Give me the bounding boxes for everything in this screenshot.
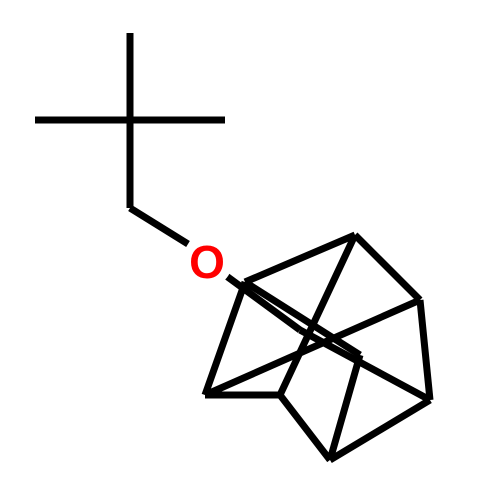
atom-label-O: O — [189, 236, 225, 288]
bond-cage-bottom-2 — [280, 395, 330, 460]
atoms-group: O — [182, 236, 233, 288]
molecule-diagram: O — [0, 0, 500, 500]
bonds-group — [35, 33, 430, 460]
bond-cage-top-right — [355, 235, 420, 300]
bond-cage-right-down — [420, 300, 430, 400]
bond-cage-inner-4 — [300, 330, 430, 400]
bond-c-to-o — [130, 208, 188, 244]
